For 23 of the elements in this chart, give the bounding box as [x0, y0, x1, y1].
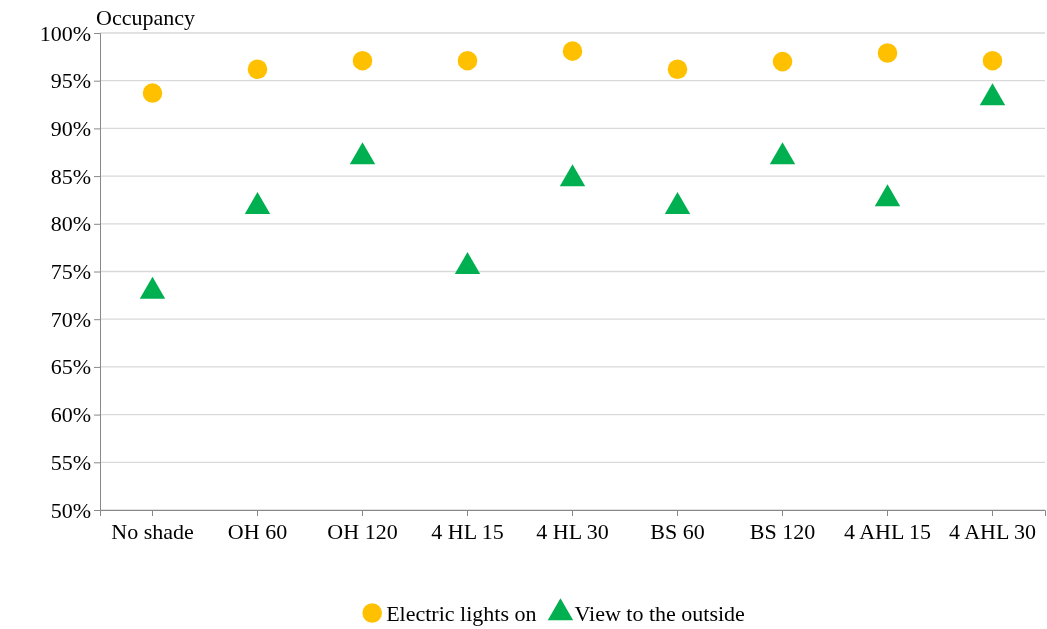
x-tick-label: 4 AHL 30 [948, 518, 1037, 544]
y-tick-label: 65% [50, 354, 91, 380]
y-tick-label: 80% [50, 211, 91, 237]
y-tick-label: 85% [50, 163, 91, 189]
y-tick-label: 100% [39, 20, 91, 46]
x-tick-label: 4 HL 30 [536, 518, 609, 544]
x-tick-label: BS 60 [650, 518, 705, 544]
y-tick-label: 60% [50, 402, 91, 428]
y-tick-label: 90% [50, 115, 91, 141]
x-tick-label: OH 120 [327, 518, 398, 544]
y-tick-label: 55% [50, 449, 91, 475]
x-tick-label: 4 HL 15 [431, 518, 504, 544]
x-tick-label: No shade [111, 518, 194, 544]
y-tick-label: 95% [50, 68, 91, 94]
y-tick-label: 50% [50, 497, 91, 523]
x-tick-label: OH 60 [227, 518, 288, 544]
y-tick-label: 70% [50, 306, 91, 332]
y-axis-title: Occupancy [96, 5, 195, 30]
x-tick-label: 4 AHL 15 [843, 518, 932, 544]
legend-label: Electric lights on [386, 601, 537, 626]
legend-label: View to the outside [574, 601, 745, 626]
y-tick-label: 75% [50, 259, 91, 285]
x-tick-label: BS 120 [749, 518, 816, 544]
